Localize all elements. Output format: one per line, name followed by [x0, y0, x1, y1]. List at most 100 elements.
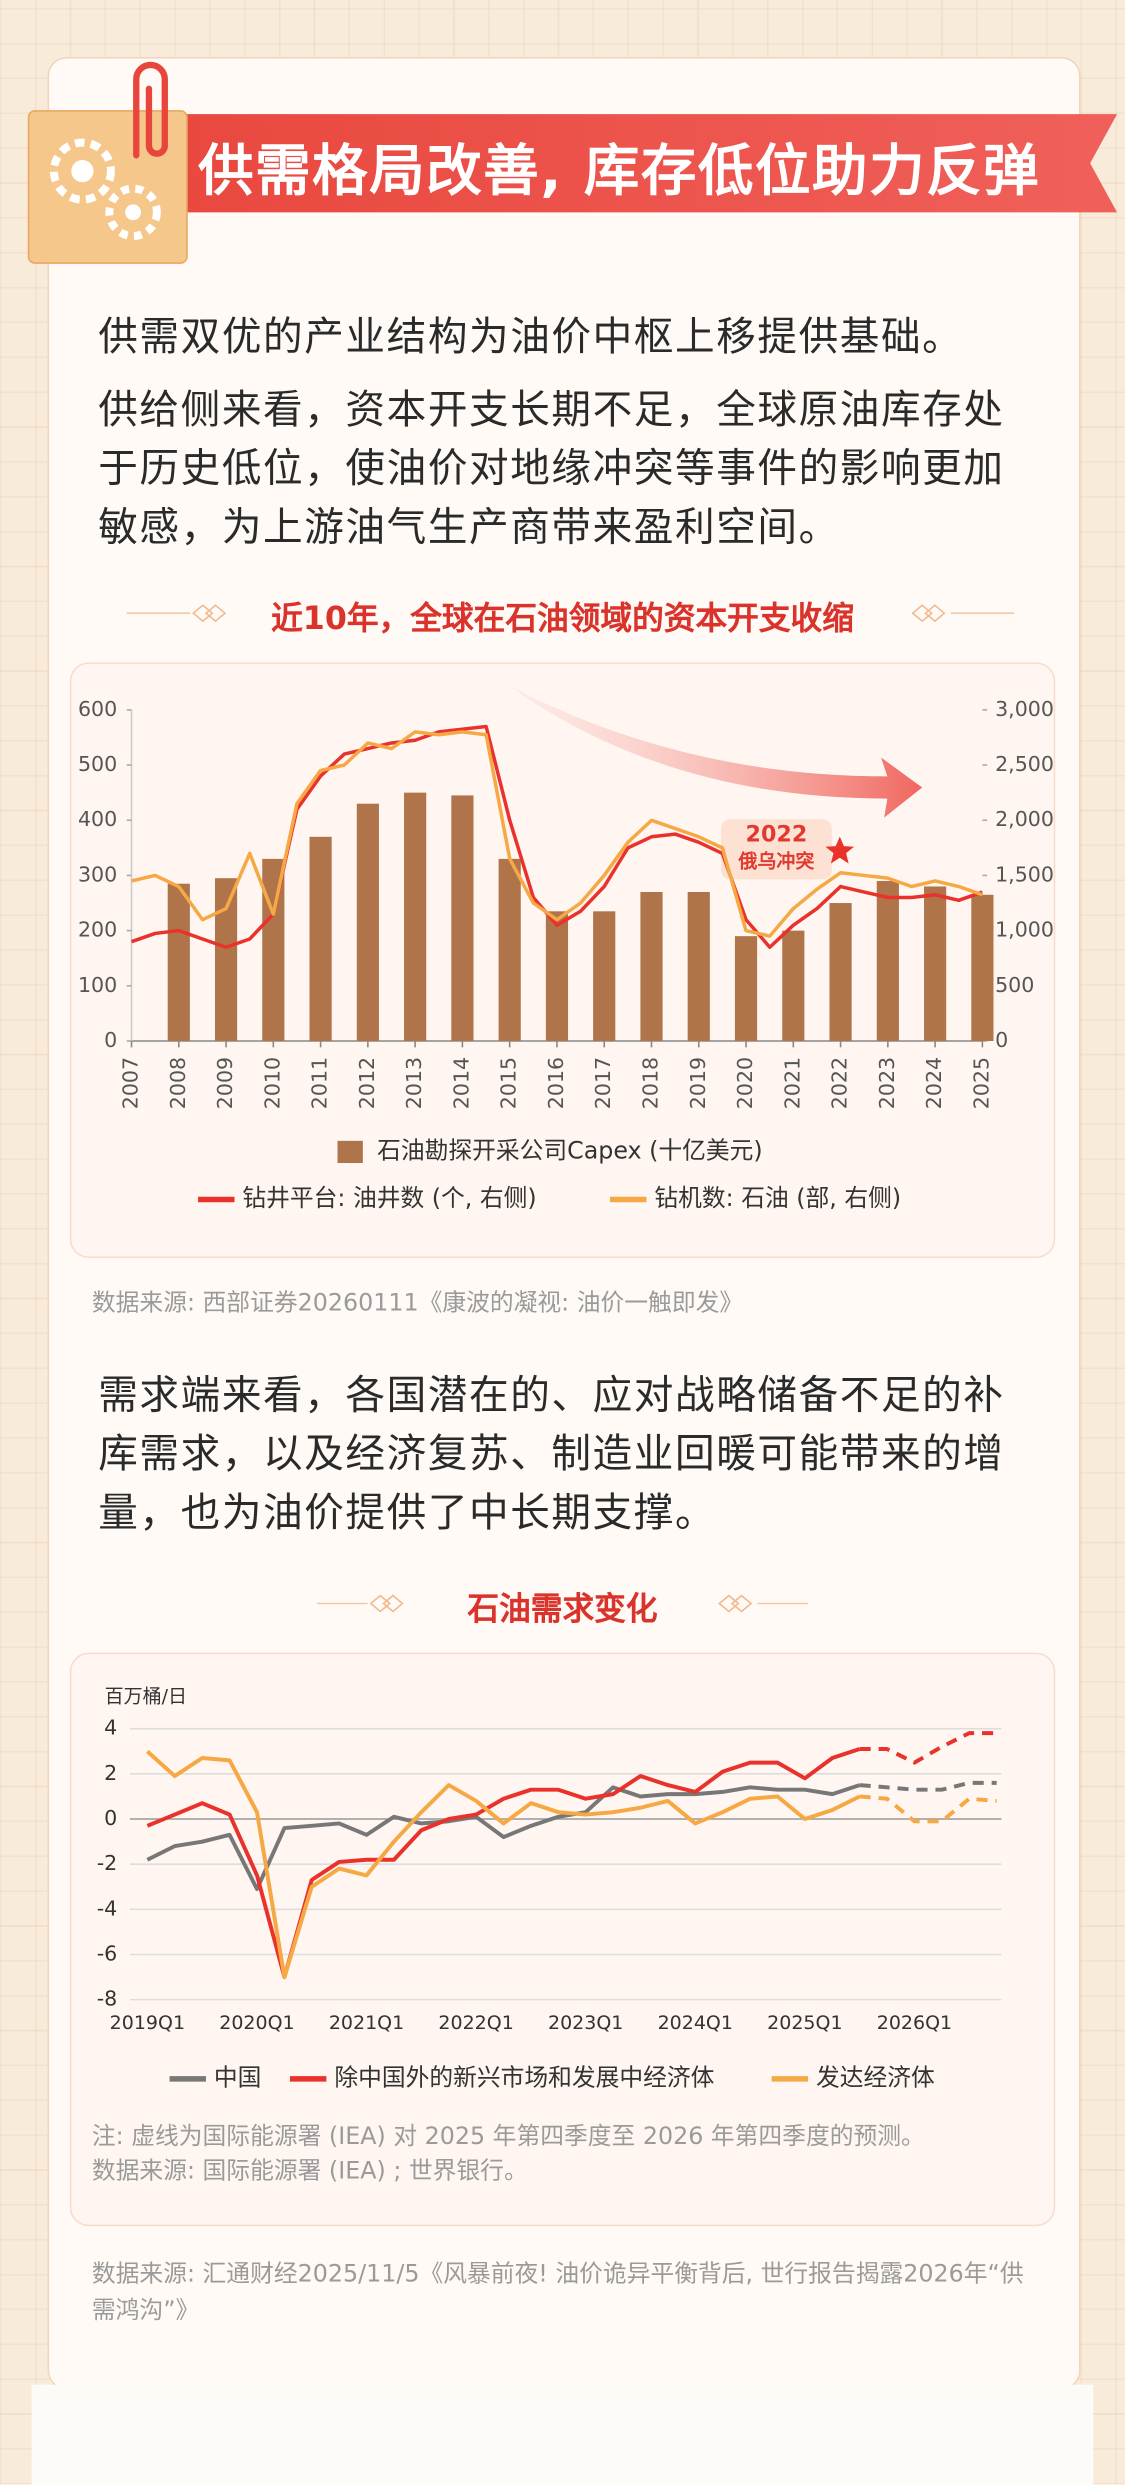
x-tick-label: 2023Q1: [548, 2012, 623, 2034]
legend-label: 除中国外的新兴市场和发展中经济体: [334, 2063, 714, 2091]
annotation: 俄乌冲突: [737, 849, 814, 872]
bar: [876, 880, 899, 1042]
trend-arrow: [507, 684, 923, 818]
x-tick-label: 2012: [355, 1057, 379, 1109]
y2-tick-label: 500: [995, 973, 1034, 997]
y2-tick-label: 1,500: [995, 862, 1054, 886]
gear: [71, 160, 94, 183]
x-tick-label: 2025Q1: [767, 2012, 842, 2034]
y2-tick-label: 2,500: [995, 752, 1054, 776]
bar: [545, 911, 569, 1042]
x-tick-label: 2014: [449, 1057, 473, 1109]
x-tick-label: 2008: [166, 1057, 190, 1109]
legend-label: 发达经济体: [816, 2063, 935, 2091]
x-tick-label: 2013: [402, 1057, 426, 1109]
x-tick-label: 2017: [591, 1057, 615, 1109]
paragraph: 供需双优的产业结构为油价中枢上移提供基础。: [98, 313, 964, 360]
note: 注: 虚线为国际能源署 (IEA) 对 2025 年第四季度至 2026 年第四…: [91, 2121, 925, 2151]
section-heading: 近10年，全球在石油领域的资本开支收缩: [271, 598, 854, 637]
bar: [687, 891, 710, 1042]
bar: [498, 858, 521, 1042]
y-tick-label: -8: [97, 1987, 118, 2011]
x-tick-label: 2019: [686, 1057, 710, 1109]
y2-tick-label: 3,000: [995, 697, 1054, 721]
y-tick-label: 200: [78, 918, 117, 942]
y2-tick-label: 1,000: [995, 918, 1054, 942]
divider: [369, 1594, 404, 1613]
legend-label: 钻机数: 石油 (部, 右侧): [654, 1184, 901, 1212]
bar: [734, 936, 758, 1042]
x-tick-label: 2007: [119, 1057, 143, 1109]
paper-edge: [31, 2384, 1094, 2485]
bar: [829, 903, 852, 1042]
x-tick-label: 2025: [969, 1057, 993, 1109]
divider: [718, 1594, 753, 1613]
y-tick-label: -2: [97, 1851, 118, 1875]
x-tick-label: 2022Q1: [438, 2012, 513, 2034]
y-tick-label: -6: [97, 1941, 118, 1965]
source: 数据来源: 西部证券20260111《康波的凝视: 油价一触即发》: [91, 1288, 744, 1317]
bar: [924, 886, 947, 1042]
chart-box: [69, 1652, 1056, 2227]
x-tick-label: 2009: [213, 1057, 237, 1109]
x-tick-label: 2015: [497, 1057, 521, 1109]
bar: [971, 894, 994, 1042]
bar: [309, 836, 332, 1042]
bar: [404, 792, 427, 1042]
x-tick-label: 2018: [638, 1057, 662, 1109]
annotation-box: [720, 819, 832, 880]
bar: [593, 911, 616, 1042]
line: [859, 1731, 997, 1765]
y2-tick-label: 2,000: [995, 807, 1054, 831]
line: [131, 730, 983, 938]
x-tick-label: 2026Q1: [877, 2012, 952, 2034]
bar: [451, 795, 474, 1042]
y-tick-label: 300: [78, 862, 117, 886]
paragraph: 供给侧来看，资本开支长期不足，全球原油库存处于历史低位，使油价对地缘冲突等事件的…: [98, 386, 1005, 550]
x-tick-label: 2011: [308, 1057, 332, 1109]
y2-tick-label: 0: [995, 1028, 1008, 1052]
y-tick-label: 400: [78, 807, 117, 831]
gear: [125, 204, 142, 221]
bar: [640, 891, 663, 1042]
source: 数据来源: 国际能源署 (IEA) ; 世界银行。: [91, 2156, 528, 2186]
source: 数据来源: 汇通财经2025/11/5《风暴前夜! 油价诡异平衡背后, 世行报告…: [91, 2259, 1024, 2325]
line: [859, 1794, 997, 1824]
y-tick-label: 0: [104, 1806, 117, 1830]
paperclip: [133, 61, 168, 159]
ribbon: [87, 114, 1118, 213]
annotation: 2022: [746, 822, 808, 848]
x-tick-label: 2024: [922, 1057, 946, 1109]
y-tick-label: 100: [78, 973, 117, 997]
y-tick-label: 500: [78, 752, 117, 776]
x-tick-label: 2021: [780, 1057, 804, 1109]
legend-label: 石油勘探开采公司Capex (十亿美元): [377, 1136, 763, 1164]
title: 供需格局改善, 库存低位助力反弹: [198, 141, 1041, 205]
divider: [192, 604, 227, 623]
y-tick-label: 600: [78, 697, 117, 721]
paragraph: 需求端来看，各国潜在的、应对战略储备不足的补库需求，以及经济复苏、制造业回暖可能…: [98, 1372, 1005, 1536]
line: [146, 1749, 861, 1980]
x-tick-label: 2020: [733, 1057, 757, 1109]
y-tick-label: 2: [104, 1761, 117, 1785]
legend-label: 中国: [214, 2063, 262, 2091]
gear: [105, 184, 161, 241]
legend-label: 钻井平台: 油井数 (个, 右侧): [242, 1184, 536, 1212]
bar: [214, 878, 238, 1042]
gear: [49, 138, 115, 204]
y-tick-label: -4: [97, 1896, 118, 1920]
x-tick-label: 2023: [875, 1057, 899, 1109]
line: [859, 1780, 997, 1792]
y-tick-label: 4: [104, 1716, 117, 1740]
x-tick-label: 2024Q1: [658, 2012, 733, 2034]
y-tick-label: 0: [104, 1028, 117, 1052]
bar: [356, 803, 379, 1042]
x-tick-label: 2022: [828, 1057, 852, 1109]
x-tick-label: 2021Q1: [329, 2012, 404, 2034]
divider: [911, 604, 946, 623]
section-heading: 石油需求变化: [467, 1589, 658, 1628]
line: [146, 1747, 861, 1980]
